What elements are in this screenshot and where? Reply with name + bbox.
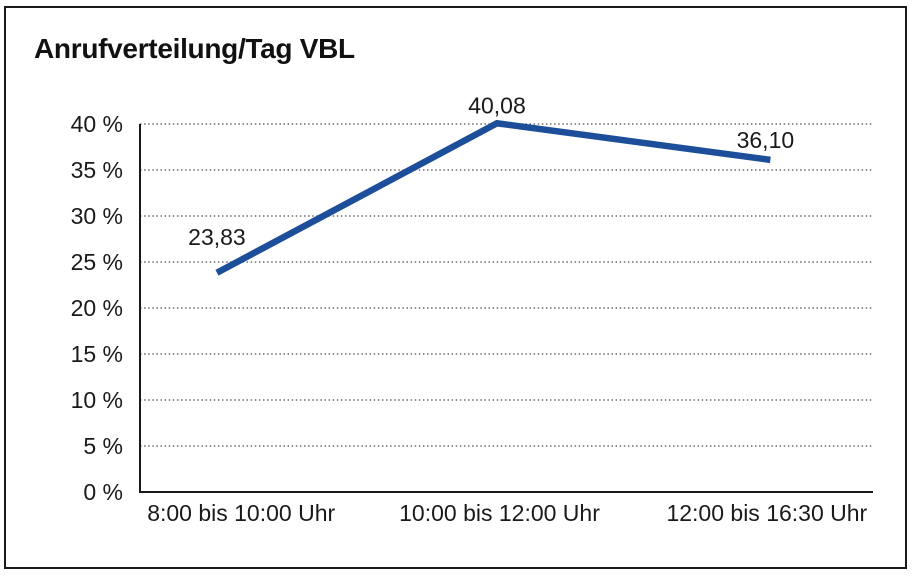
series-line — [215, 119, 771, 276]
y-tick-label: 25 % — [71, 249, 123, 275]
x-category-label: 12:00 bis 16:30 Uhr — [666, 500, 867, 526]
y-tick-label: 5 % — [83, 433, 123, 459]
y-tick-label: 35 % — [71, 157, 123, 183]
data-label: 23,83 — [188, 224, 246, 250]
y-tick-label: 10 % — [71, 387, 123, 413]
chart-title: Anrufverteilung/Tag VBL — [34, 33, 355, 64]
y-tick-label: 40 % — [71, 111, 123, 137]
y-tick-label: 30 % — [71, 203, 123, 229]
data-label: 36,10 — [737, 127, 795, 153]
y-tick-label: 0 % — [83, 479, 123, 505]
y-tick-label: 15 % — [71, 341, 123, 367]
y-tick-label: 20 % — [71, 295, 123, 321]
data-label: 40,08 — [468, 92, 526, 118]
x-category-label: 10:00 bis 12:00 Uhr — [399, 500, 600, 526]
x-category-label: 8:00 bis 10:00 Uhr — [147, 500, 335, 526]
